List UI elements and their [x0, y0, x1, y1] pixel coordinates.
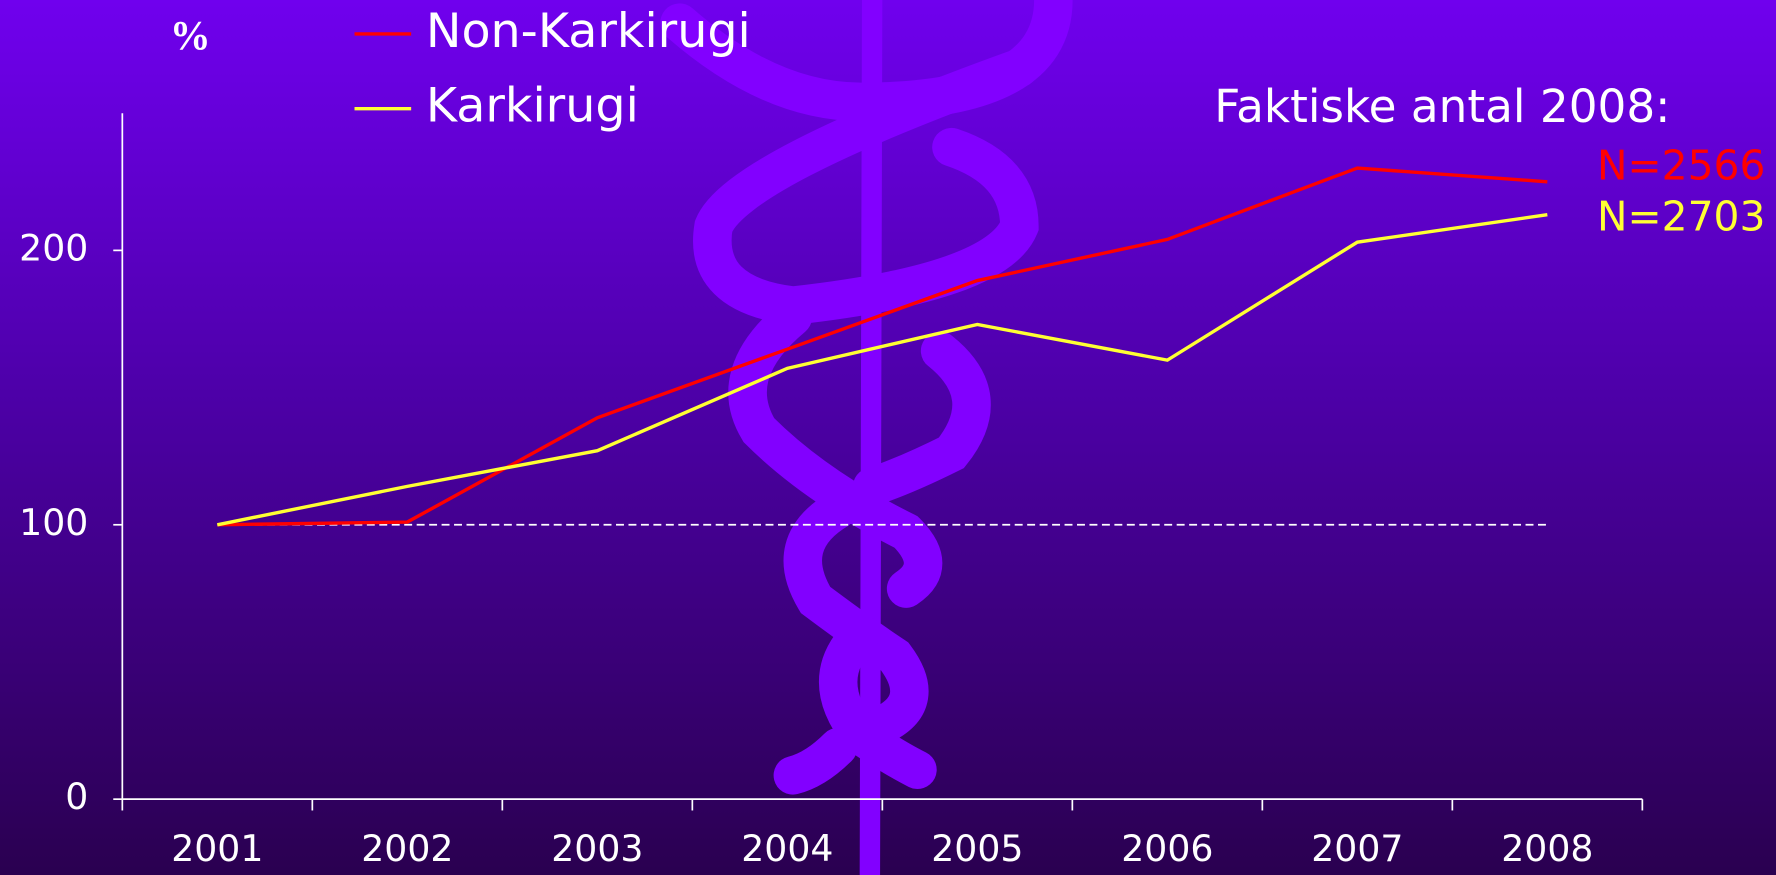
x-tick-label: 2005 [931, 827, 1023, 870]
x-tick-label: 2001 [171, 827, 263, 870]
y-tick-label: 0 [65, 775, 88, 818]
y-tick-label: 200 [19, 226, 88, 269]
x-tick-label: 2007 [1311, 827, 1403, 870]
y-axis-label: % [170, 13, 211, 58]
chart: % Faktiske antal 2008: 0 100 200 2001 2002 20… [0, 0, 1776, 875]
annotation: N=2566 [1597, 142, 1765, 190]
x-tick-label: 2008 [1501, 827, 1593, 870]
y-tick-label: 100 [19, 501, 88, 544]
annotation: N=2703 [1597, 193, 1765, 241]
legend-label: Non-Karkirugi [426, 4, 751, 59]
x-tick-label: 2006 [1121, 827, 1213, 870]
x-tick-label: 2003 [551, 827, 643, 870]
page: {"chart_data": {"type": "line", "y_label… [0, 0, 1776, 875]
x-tick-label: 2002 [361, 827, 453, 870]
legend-label: Karkirugi [426, 79, 639, 134]
x-tick-label: 2004 [741, 827, 833, 870]
annotation-title: Faktiske antal 2008: [1214, 80, 1670, 133]
